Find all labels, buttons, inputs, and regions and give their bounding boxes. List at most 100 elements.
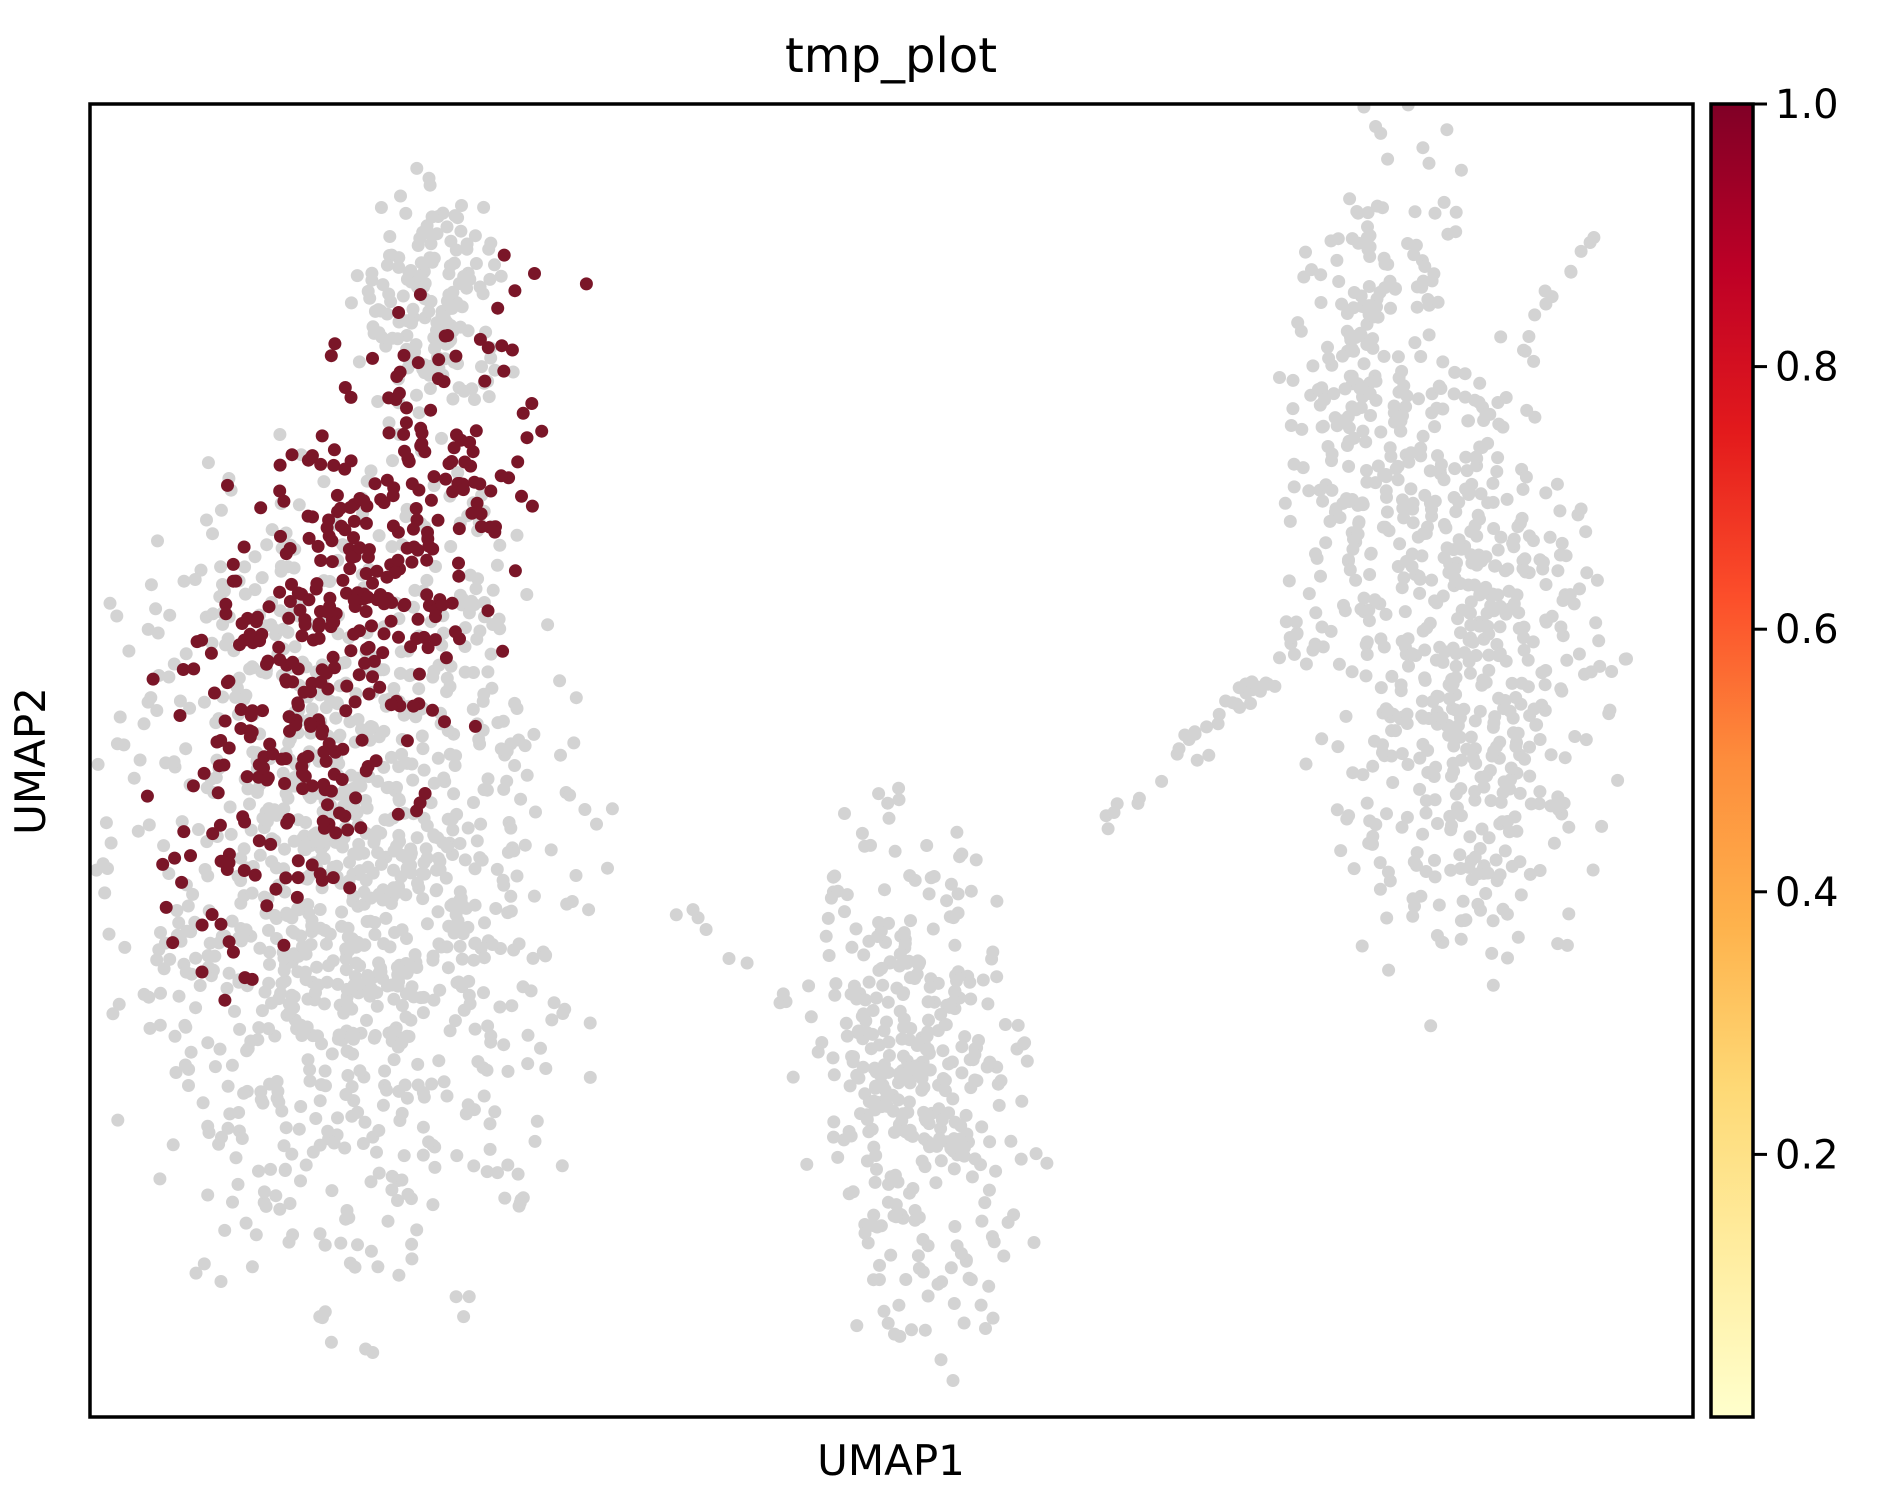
scatter-point [245, 886, 259, 900]
scatter-point [288, 640, 302, 654]
scatter-point [366, 866, 380, 880]
scatter-point [943, 910, 957, 924]
scatter-point [1468, 714, 1482, 728]
scatter-point [924, 871, 938, 885]
scatter-point [350, 269, 364, 283]
scatter-point [374, 201, 388, 214]
scatter-point-highlighted [273, 484, 287, 498]
scatter-point [1425, 573, 1439, 587]
scatter-point [270, 808, 284, 822]
scatter-point [1499, 391, 1513, 404]
scatter-point [142, 818, 156, 832]
scatter-point-highlighted [282, 611, 296, 625]
scatter-point [1505, 676, 1519, 690]
scatter-point [287, 561, 301, 575]
scatter-point [601, 861, 614, 875]
scatter-point [425, 255, 439, 269]
scatter-point [1486, 476, 1500, 490]
scatter-point [469, 582, 483, 596]
scatter-point [862, 975, 876, 989]
scatter-point-highlighted [168, 851, 182, 865]
scatter-point [410, 388, 423, 402]
scatter-point [216, 578, 229, 591]
scatter-point [847, 985, 861, 999]
scatter-point [364, 891, 378, 905]
scatter-point [285, 1147, 299, 1161]
colorbar-tick-label: 0.6 [1775, 607, 1839, 653]
scatter-point-highlighted [495, 339, 509, 353]
scatter-point [263, 957, 276, 971]
scatter-point [1592, 634, 1606, 648]
scatter-point [948, 1220, 962, 1233]
scatter-point [374, 857, 388, 871]
scatter-point-highlighted [449, 349, 463, 363]
scatter-point [468, 937, 482, 950]
scatter-point [388, 886, 402, 900]
scatter-point-highlighted [326, 871, 340, 885]
scatter-point [920, 839, 934, 852]
scatter-point [1518, 552, 1532, 566]
scatter-point [976, 973, 990, 987]
scatter-point-highlighted [357, 494, 371, 508]
scatter-point [264, 618, 278, 632]
scatter-point [413, 231, 427, 245]
scatter-point [262, 1022, 275, 1036]
scatter-point-highlighted [327, 615, 341, 629]
scatter-point-highlighted [204, 646, 218, 660]
scatter-point [372, 1124, 386, 1137]
scatter-point [331, 977, 345, 991]
scatter-point [392, 1084, 406, 1098]
scatter-point [1611, 773, 1625, 787]
scatter-point [1394, 684, 1408, 698]
scatter-point [299, 1158, 313, 1172]
scatter-point [1506, 711, 1520, 725]
scatter-point [279, 787, 293, 800]
scatter-point [899, 1273, 913, 1286]
scatter-point [73, 868, 86, 881]
scatter-point-highlighted [511, 455, 525, 469]
scatter-point [103, 596, 117, 610]
scatter-point [1509, 691, 1523, 704]
scatter-point [903, 1063, 916, 1077]
scatter-point-highlighted [176, 663, 190, 676]
scatter-point [1314, 268, 1328, 282]
scatter-point [938, 1084, 952, 1098]
scatter-point [368, 916, 382, 929]
scatter-point [1394, 424, 1408, 438]
scatter-point [371, 1260, 385, 1274]
scatter-point [179, 1020, 193, 1034]
scatter-point-highlighted [321, 798, 334, 812]
scatter-point [440, 220, 454, 234]
scatter-point [470, 834, 484, 848]
scatter-point [324, 1335, 338, 1349]
scatter-point [405, 1237, 419, 1251]
scatter-point [1319, 536, 1333, 550]
scatter-point-highlighted [426, 542, 440, 556]
scatter-point [318, 923, 332, 937]
scatter-point-highlighted [205, 908, 219, 921]
scatter-point [303, 1074, 317, 1088]
scatter-point [336, 840, 349, 854]
scatter-point [1522, 529, 1536, 543]
scatter-point [527, 727, 541, 741]
scatter-point [1460, 742, 1474, 756]
scatter-point [1380, 911, 1394, 925]
scatter-point [1586, 863, 1600, 877]
scatter-point-highlighted [298, 769, 312, 783]
scatter-point [958, 1030, 972, 1044]
scatter-point [869, 1081, 882, 1095]
scatter-point-highlighted [456, 483, 470, 497]
scatter-point [153, 1172, 167, 1186]
scatter-point [157, 839, 171, 853]
scatter-point [338, 1141, 352, 1155]
scatter-point [1422, 328, 1436, 342]
scatter-point [1512, 621, 1526, 635]
scatter-point [352, 355, 366, 369]
scatter-point [1360, 464, 1373, 477]
scatter-point [986, 945, 1000, 959]
scatter-point-highlighted [400, 734, 414, 748]
scatter-point-highlighted [177, 825, 191, 839]
scatter-point [433, 863, 447, 877]
scatter-point [404, 1013, 418, 1027]
scatter-point [1188, 727, 1202, 741]
